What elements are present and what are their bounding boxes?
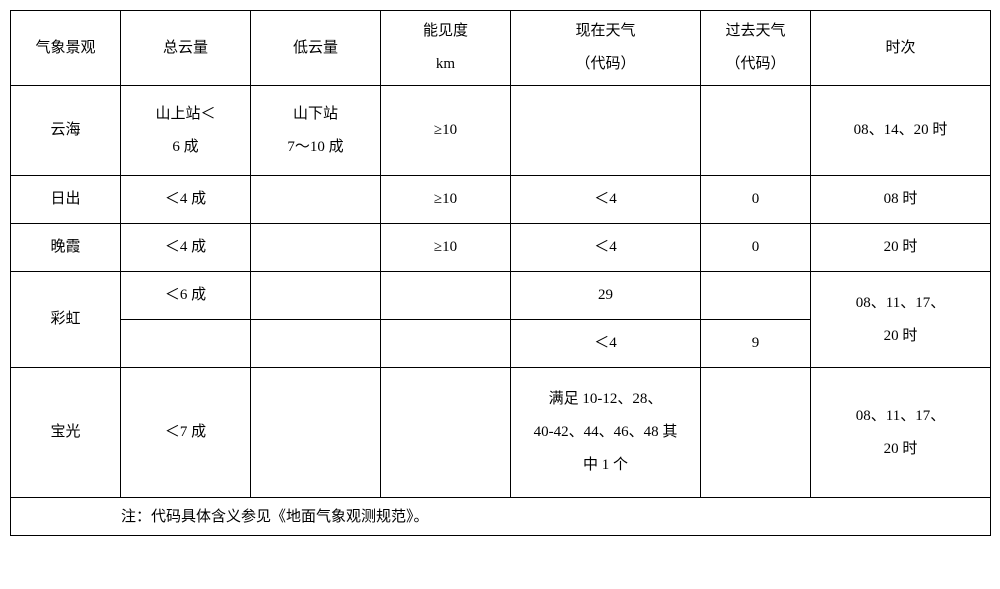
cell-r2-low	[251, 176, 381, 224]
row-richu: 日出 ＜4 成 ≥10 ＜4 0 08 时	[11, 176, 991, 224]
cell-r1-low: 山下站 7～10 成	[251, 86, 381, 176]
row-yunhai: 云海 山上站＜ 6 成 山下站 7～10 成 ≥10 08、14、20 时	[11, 86, 991, 176]
header-phenomenon: 气象景观	[11, 11, 121, 86]
note-row: 注：代码具体含义参见《地面气象观测规范》。	[11, 498, 991, 536]
cell-r4-1-past	[701, 272, 811, 320]
note-cell: 注：代码具体含义参见《地面气象观测规范》。	[11, 498, 991, 536]
cell-r5-now: 满足 10-12、28、 40-42、44、46、48 其 中 1 个	[511, 368, 701, 498]
cell-r5-now-l3: 中 1 个	[583, 457, 628, 473]
cell-r4-time-l2: 20 时	[884, 328, 918, 344]
header-past-l2: （代码）	[725, 56, 785, 72]
cell-r4-1-vis	[381, 272, 511, 320]
cell-r4-1-low	[251, 272, 381, 320]
cell-r4-2-past: 9	[701, 320, 811, 368]
cell-r4-time-l1: 08、11、17、	[856, 295, 945, 311]
header-time: 时次	[811, 11, 991, 86]
cell-r2-now: ＜4	[511, 176, 701, 224]
header-past-l1: 过去天气	[725, 23, 785, 39]
cell-r1-vis: ≥10	[381, 86, 511, 176]
cell-r4-name: 彩虹	[11, 272, 121, 368]
header-past-weather: 过去天气 （代码）	[701, 11, 811, 86]
cell-r1-low-l1: 山下站	[293, 106, 338, 122]
cell-r3-vis: ≥10	[381, 224, 511, 272]
cell-r4-time: 08、11、17、 20 时	[811, 272, 991, 368]
cell-r5-time-l2: 20 时	[884, 441, 918, 457]
cell-r4-2-now: ＜4	[511, 320, 701, 368]
cell-r2-total: ＜4 成	[121, 176, 251, 224]
cell-r1-past	[701, 86, 811, 176]
header-row: 气象景观 总云量 低云量 能见度 km 现在天气 （代码） 过去天气 （代码） …	[11, 11, 991, 86]
cell-r1-total-l1: 山上站＜	[155, 106, 215, 122]
cell-r1-now	[511, 86, 701, 176]
weather-criteria-table: 气象景观 总云量 低云量 能见度 km 现在天气 （代码） 过去天气 （代码） …	[10, 10, 991, 536]
cell-r3-now: ＜4	[511, 224, 701, 272]
header-present-weather: 现在天气 （代码）	[511, 11, 701, 86]
cell-r5-time-l1: 08、11、17、	[856, 408, 945, 424]
cell-r5-name: 宝光	[11, 368, 121, 498]
header-present-l1: 现在天气	[575, 23, 635, 39]
cell-r3-past: 0	[701, 224, 811, 272]
cell-r4-2-vis	[381, 320, 511, 368]
cell-r4-1-now: 29	[511, 272, 701, 320]
cell-r1-low-l2: 7～10 成	[287, 139, 343, 155]
cell-r1-time: 08、14、20 时	[811, 86, 991, 176]
cell-r2-name: 日出	[11, 176, 121, 224]
header-visibility-l1: 能见度	[423, 23, 468, 39]
cell-r2-past: 0	[701, 176, 811, 224]
row-baoguang: 宝光 ＜7 成 满足 10-12、28、 40-42、44、46、48 其 中 …	[11, 368, 991, 498]
header-present-l2: （代码）	[575, 56, 635, 72]
cell-r3-low	[251, 224, 381, 272]
cell-r5-total: ＜7 成	[121, 368, 251, 498]
header-total-cloud: 总云量	[121, 11, 251, 86]
row-caihong-1: 彩虹 ＜6 成 29 08、11、17、 20 时	[11, 272, 991, 320]
header-low-cloud: 低云量	[251, 11, 381, 86]
cell-r2-time: 08 时	[811, 176, 991, 224]
cell-r1-total: 山上站＜ 6 成	[121, 86, 251, 176]
row-wanxia: 晚霞 ＜4 成 ≥10 ＜4 0 20 时	[11, 224, 991, 272]
cell-r5-time: 08、11、17、 20 时	[811, 368, 991, 498]
cell-r3-name: 晚霞	[11, 224, 121, 272]
cell-r5-now-l2: 40-42、44、46、48 其	[534, 424, 678, 440]
cell-r1-name: 云海	[11, 86, 121, 176]
cell-r3-total: ＜4 成	[121, 224, 251, 272]
header-visibility-l2: km	[436, 56, 455, 72]
cell-r4-1-total: ＜6 成	[121, 272, 251, 320]
cell-r5-low	[251, 368, 381, 498]
header-visibility: 能见度 km	[381, 11, 511, 86]
cell-r4-2-total	[121, 320, 251, 368]
cell-r5-now-l1: 满足 10-12、28、	[549, 391, 663, 407]
cell-r5-past	[701, 368, 811, 498]
cell-r1-total-l2: 6 成	[172, 139, 198, 155]
cell-r4-2-low	[251, 320, 381, 368]
cell-r2-vis: ≥10	[381, 176, 511, 224]
cell-r5-vis	[381, 368, 511, 498]
cell-r3-time: 20 时	[811, 224, 991, 272]
